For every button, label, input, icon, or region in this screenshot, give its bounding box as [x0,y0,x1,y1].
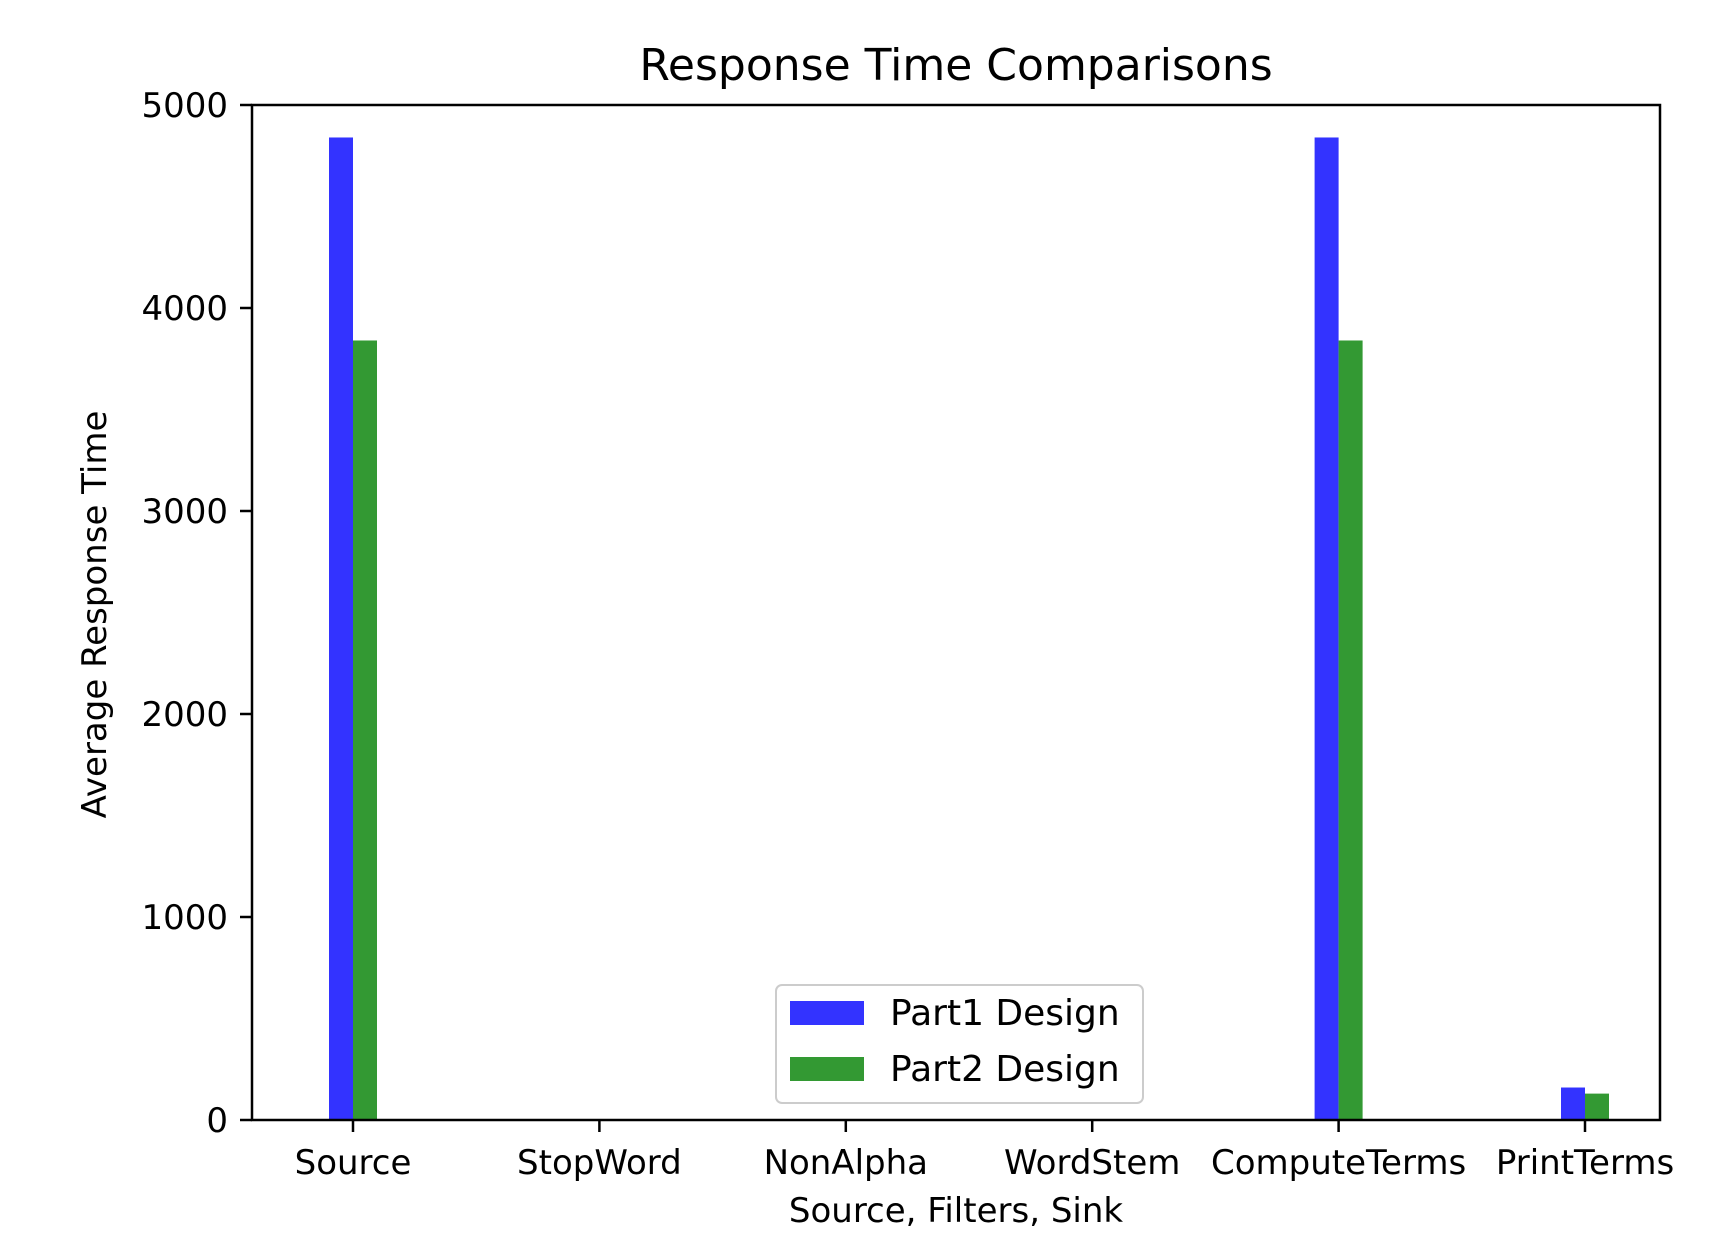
x-axis: Source StopWord NonAlpha WordStem ComputeTer… [295,1120,1674,1183]
legend: Part1 Design Part2 Design [775,984,1144,1104]
legend-box [775,984,1144,1104]
bars-group [329,137,1609,1121]
legend-swatch [790,1057,864,1081]
y-tick-label: 1000 [141,898,228,938]
bar-source-series-2 [353,340,377,1121]
y-axis: 0 1000 2000 3000 4000 5000 [141,86,252,1141]
legend-swatch [790,1001,864,1025]
chart-title: Response Time Comparisons [639,40,1272,91]
x-axis-label: Source, Filters, Sink [789,1191,1124,1231]
bar-computeterms-series-2 [1338,340,1363,1121]
y-tick-label: 0 [206,1101,228,1141]
bar-source-series-1 [329,137,353,1121]
x-tick-label: NonAlpha [764,1143,928,1183]
bar-printterms-series-1 [1561,1087,1585,1120]
x-tick-label: PrintTerms [1496,1143,1674,1183]
x-tick-label: ComputeTerms [1211,1143,1466,1183]
y-tick-label: 2000 [141,695,228,735]
x-tick-label: StopWord [517,1143,682,1183]
y-tick-label: 5000 [141,86,228,126]
bar-computeterms-series-1 [1314,137,1339,1121]
legend-label: Part1 Design [890,993,1120,1034]
bar-printterms-series-2 [1585,1093,1609,1120]
x-tick-label: WordStem [1004,1143,1180,1183]
plot-frame [250,103,1662,1122]
y-tick-label: 4000 [141,289,228,329]
y-axis-label: Average Response Time [75,411,115,819]
y-tick-label: 3000 [141,492,228,532]
x-tick-label: Source [295,1143,412,1183]
legend-label: Part2 Design [890,1049,1120,1090]
